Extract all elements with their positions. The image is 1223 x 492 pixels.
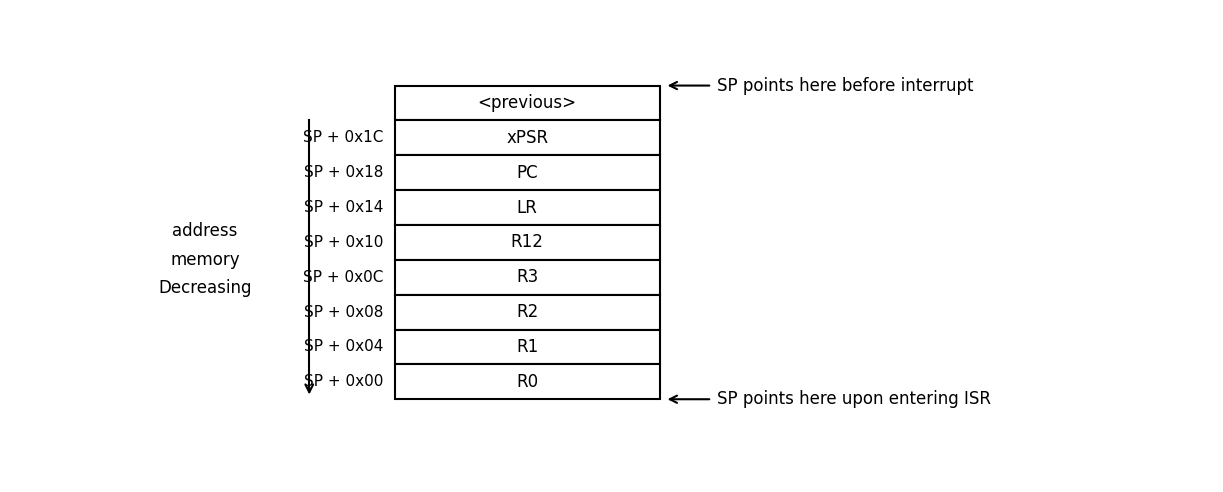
- Text: SP + 0x1C: SP + 0x1C: [303, 130, 383, 145]
- Text: SP + 0x18: SP + 0x18: [303, 165, 383, 180]
- Text: address: address: [172, 222, 237, 241]
- Text: R12: R12: [511, 233, 544, 251]
- Bar: [395, 330, 660, 365]
- Text: SP + 0x00: SP + 0x00: [303, 374, 383, 389]
- Text: SP + 0x04: SP + 0x04: [303, 339, 383, 354]
- Text: <previous>: <previous>: [478, 94, 577, 112]
- Bar: [395, 155, 660, 190]
- Text: SP + 0x08: SP + 0x08: [303, 305, 383, 320]
- Text: PC: PC: [516, 164, 538, 182]
- Text: xPSR: xPSR: [506, 129, 548, 147]
- Text: SP + 0x10: SP + 0x10: [303, 235, 383, 250]
- Bar: [395, 225, 660, 260]
- Bar: [395, 365, 660, 399]
- Text: Decreasing: Decreasing: [158, 279, 252, 297]
- Text: LR: LR: [517, 199, 538, 216]
- Bar: [395, 295, 660, 330]
- Bar: [395, 121, 660, 155]
- Bar: [395, 260, 660, 295]
- Bar: [395, 190, 660, 225]
- Bar: [395, 86, 660, 121]
- Text: R2: R2: [516, 303, 538, 321]
- Text: SP + 0x14: SP + 0x14: [303, 200, 383, 215]
- Text: SP + 0x0C: SP + 0x0C: [303, 270, 383, 285]
- Text: memory: memory: [170, 251, 240, 269]
- Text: SP points here before interrupt: SP points here before interrupt: [717, 77, 974, 94]
- Text: SP points here upon entering ISR: SP points here upon entering ISR: [717, 390, 991, 408]
- Text: R3: R3: [516, 268, 538, 286]
- Text: R0: R0: [516, 373, 538, 391]
- Text: R1: R1: [516, 338, 538, 356]
